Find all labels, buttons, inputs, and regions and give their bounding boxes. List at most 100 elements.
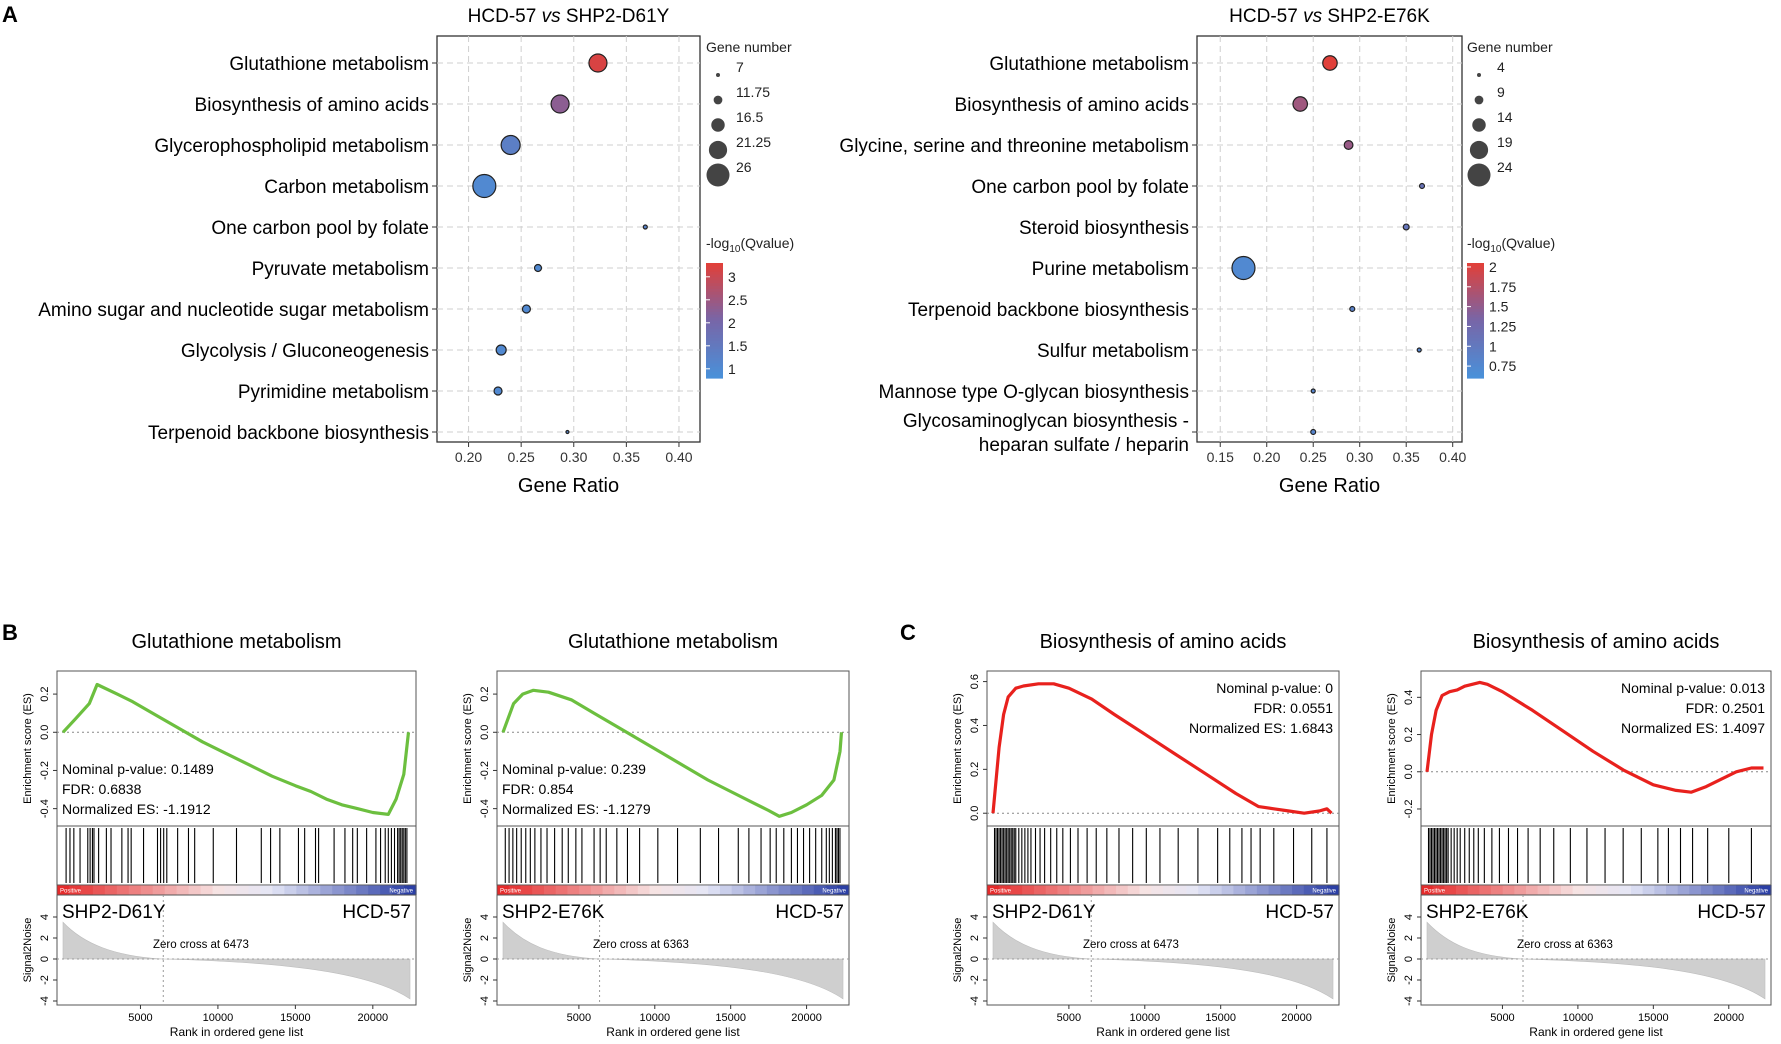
size-legend-dot xyxy=(708,140,728,160)
color-bar-segment xyxy=(706,314,723,319)
rank-bar-segment xyxy=(532,885,545,895)
dotplot-title-vs: vs xyxy=(542,6,562,27)
color-bar-segment xyxy=(1467,291,1484,296)
color-bar-segment xyxy=(1467,323,1484,327)
x-tick-label: 0.25 xyxy=(1300,449,1327,465)
pathway-dot xyxy=(1231,255,1256,281)
rank-bar-segment xyxy=(1221,885,1234,895)
gsea-stat-line: FDR: 0.0551 xyxy=(1254,700,1334,716)
color-bar-segment xyxy=(706,297,723,301)
pathway-dot xyxy=(495,344,507,356)
color-bar-segment xyxy=(706,303,723,307)
sn-y-axis-label: Signal2Noise xyxy=(1386,918,1398,983)
rank-bar-segment xyxy=(248,885,262,895)
rank-bar-segment xyxy=(1303,885,1317,895)
sn-y-tick-label: 2 xyxy=(1403,935,1415,941)
pathway-dot xyxy=(493,386,503,396)
rank-bar-segment xyxy=(296,885,309,895)
rank-x-tick-label: 5000 xyxy=(128,1012,152,1024)
pathway-label: Glutathione metabolism xyxy=(989,54,1189,75)
size-legend-title: Gene number xyxy=(1467,39,1553,55)
rank-bar-segment xyxy=(224,885,238,895)
size-legend-label: 7 xyxy=(736,59,744,75)
sn-frame xyxy=(56,894,417,1006)
rank-bar-segment xyxy=(104,885,118,895)
rank-bar-left-label: Positive xyxy=(1424,889,1446,895)
rank-bar-segment xyxy=(1139,885,1152,895)
rank-bar-segment xyxy=(708,885,721,895)
color-bar-segment xyxy=(1467,369,1484,373)
rank-bar-segment xyxy=(1479,885,1492,895)
sn-y-axis-label: Signal2Noise xyxy=(462,918,474,983)
pathway-dot xyxy=(1310,428,1317,436)
es-y-tick-label: -0.2 xyxy=(479,761,491,780)
rank-bar-segment xyxy=(1514,885,1527,895)
color-bar-segment xyxy=(1467,346,1484,350)
sn-y-tick-label: -4 xyxy=(39,996,51,1006)
rank-x-tick-label: 15000 xyxy=(715,1012,746,1024)
rank-bar-segment xyxy=(649,885,662,895)
color-bar-segment xyxy=(1467,337,1484,342)
rank-bar-segment xyxy=(236,885,250,895)
es-y-tick-label: 0.2 xyxy=(1403,727,1415,742)
rank-x-tick-label: 20000 xyxy=(1713,1012,1744,1024)
color-legend-title: -log10(Qvalue) xyxy=(1467,235,1555,255)
color-bar-segment xyxy=(706,311,723,316)
rank-bar-segment xyxy=(1467,885,1480,895)
color-bar-segment xyxy=(1467,366,1484,370)
rank-bar-segment xyxy=(1151,885,1164,895)
color-bar-segment xyxy=(1467,357,1484,362)
rank-bar-segment xyxy=(813,885,827,895)
sn-area-negative xyxy=(1523,958,1766,1000)
rank-bar-segment xyxy=(497,885,510,895)
rank-bar-segment xyxy=(1127,885,1141,895)
gsea-stat-line: FDR: 0.2501 xyxy=(1686,700,1766,716)
color-bar-segment xyxy=(706,265,723,270)
color-bar-segment xyxy=(706,346,723,350)
color-bar-segment xyxy=(1467,271,1484,276)
rank-x-axis-label: Rank in ordered gene list xyxy=(1096,1025,1230,1039)
size-legend-label: 11.75 xyxy=(736,84,770,100)
rank-bar-segment xyxy=(272,885,285,895)
panel-letter-b: B xyxy=(2,620,18,645)
rank-x-tick-label: 10000 xyxy=(1129,1012,1160,1024)
pathway-dot xyxy=(1292,96,1309,112)
color-bar-segment xyxy=(706,360,723,365)
sn-area-positive xyxy=(992,921,1092,960)
color-bar-segment xyxy=(1467,294,1484,299)
left-group-label: SHP2-D61Y xyxy=(62,902,166,923)
sn-frame xyxy=(496,894,850,1006)
rank-x-tick-label: 10000 xyxy=(639,1012,670,1024)
rank-bar-segment xyxy=(1116,885,1129,895)
es-curve xyxy=(1425,680,1764,794)
color-bar-segment xyxy=(1467,288,1484,293)
color-bar-segment xyxy=(1467,334,1484,339)
rank-bar-segment xyxy=(719,885,733,895)
sn-y-tick-label: 0 xyxy=(969,956,981,962)
rank-bar-segment xyxy=(1256,885,1270,895)
pathway-label: Glycerophospholipid metabolism xyxy=(154,136,429,157)
rank-x-axis-label: Rank in ordered gene list xyxy=(606,1025,740,1039)
pathway-dot xyxy=(1416,347,1422,353)
x-tick-label: 0.30 xyxy=(1346,449,1373,465)
sn-area-positive xyxy=(62,921,164,960)
x-tick-label: 0.20 xyxy=(455,449,482,465)
color-legend-label: 1.5 xyxy=(1489,299,1509,315)
es-y-tick-label: -0.2 xyxy=(1403,799,1415,818)
gsea-b-d61y: Glutathione metabolism 0.2 0.0 -0.2 -0.4 Enri… xyxy=(22,631,417,1039)
es-frame xyxy=(56,670,417,827)
x-tick-label: 0.35 xyxy=(1393,449,1420,465)
x-axis-label: Gene Ratio xyxy=(518,475,619,497)
color-legend-label: 1.25 xyxy=(1489,318,1516,334)
dotplot-title: HCD-57 vs SHP2-E76K xyxy=(1229,6,1430,27)
color-bar-segment xyxy=(706,306,723,310)
sn-frame xyxy=(986,894,1340,1006)
es-y-tick-label: 0.0 xyxy=(1403,764,1415,779)
rank-bar-segment xyxy=(731,885,744,895)
pathway-label: Biosynthesis of amino acids xyxy=(955,95,1189,116)
left-group-label: SHP2-E76K xyxy=(1426,902,1529,923)
pathway-dot xyxy=(1349,305,1356,313)
color-legend-title-part: 10 xyxy=(1490,244,1502,255)
zero-cross-label: Zero cross at 6473 xyxy=(153,939,249,951)
rank-bar-segment xyxy=(92,885,106,895)
